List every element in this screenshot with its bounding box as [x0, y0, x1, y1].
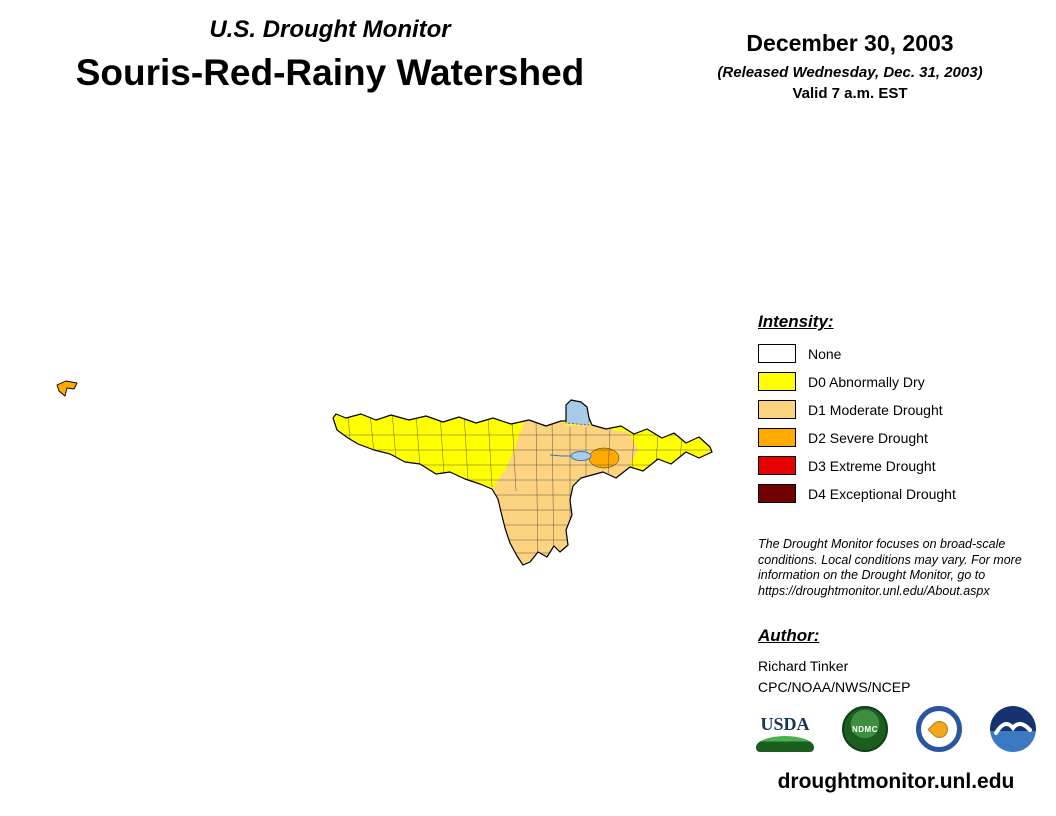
legend-swatch-d4: [758, 484, 796, 503]
legend-item-d2: D2 Severe Drought: [758, 428, 956, 447]
author-name: Richard Tinker: [758, 658, 849, 674]
ndmc-logo-text: NDMC: [852, 724, 878, 734]
doc-eagle-icon: [926, 716, 952, 742]
author-block: Author: Richard Tinker CPC/NOAA/NWS/NCEP: [758, 626, 910, 695]
release-date: (Released Wednesday, Dec. 31, 2003): [717, 64, 983, 81]
disclaimer-text: The Drought Monitor focuses on broad-sca…: [758, 537, 1022, 598]
map-lake: [570, 451, 592, 461]
legend-item-d0: D0 Abnormally Dry: [758, 372, 956, 391]
map-river-line: [549, 454, 573, 457]
report-date: December 30, 2003: [746, 30, 954, 56]
author-heading: Author:: [758, 626, 820, 645]
legend-item-none: None: [758, 344, 956, 363]
legend-label-d3: D3 Extreme Drought: [808, 457, 936, 474]
legend-label-none: None: [808, 345, 842, 362]
author-organization: CPC/NOAA/NWS/NCEP: [758, 679, 911, 695]
watershed-map-svg: [56, 380, 713, 566]
dept-of-commerce-seal-icon: [916, 706, 962, 752]
legend-item-d1: D1 Moderate Drought: [758, 400, 956, 419]
legend-swatch-d3: [758, 456, 796, 475]
valid-time: Valid 7 a.m. EST: [792, 85, 908, 102]
map-water-inlet: [565, 400, 590, 426]
agency-logos: USDA NDMC: [756, 706, 1036, 752]
legend-label-d2: D2 Severe Drought: [808, 429, 928, 446]
intensity-legend: Intensity: None D0 Abnormally Dry D1 Mod…: [758, 312, 956, 503]
legend-label-d0: D0 Abnormally Dry: [808, 373, 925, 390]
legend-label-d1: D1 Moderate Drought: [808, 401, 943, 418]
usda-logo-field-icon: [756, 736, 814, 752]
legend-title: Intensity:: [758, 312, 834, 331]
usda-logo-text: USDA: [760, 714, 810, 734]
page-title: Souris-Red-Rainy Watershed: [75, 52, 585, 93]
legend-item-d4: D4 Exceptional Drought: [758, 484, 956, 503]
usda-logo: USDA: [756, 706, 814, 752]
ndmc-logo: NDMC: [842, 706, 888, 752]
legend-swatch-d1: [758, 400, 796, 419]
legend-swatch-d2: [758, 428, 796, 447]
legend-label-d4: D4 Exceptional Drought: [808, 485, 956, 502]
legend-swatch-d0: [758, 372, 796, 391]
watershed-drought-map: [30, 355, 730, 585]
website-url: droughtmonitor.unl.edu: [777, 770, 1015, 793]
noaa-seagull-icon: [994, 722, 1032, 735]
legend-swatch-none: [758, 344, 796, 363]
map-detached-fragment-d2: [56, 380, 78, 397]
date-block: December 30, 2003 (Released Wednesday, D…: [690, 30, 1010, 102]
legend-item-d3: D3 Extreme Drought: [758, 456, 956, 475]
noaa-seal-icon: [990, 706, 1036, 752]
title-block: U.S. Drought Monitor Souris-Red-Rainy Wa…: [0, 16, 660, 94]
report-subtitle: U.S. Drought Monitor: [209, 16, 451, 43]
